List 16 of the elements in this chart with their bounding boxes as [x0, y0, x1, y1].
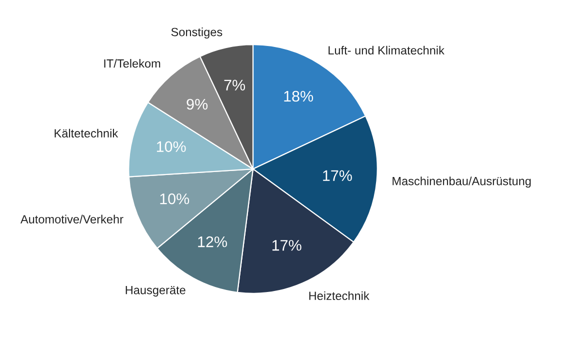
- data-label: 17%: [272, 240, 302, 251]
- data-label: 10%: [160, 193, 190, 204]
- data-label: 17%: [323, 170, 352, 181]
- data-label: 12%: [198, 236, 227, 248]
- slice-label: Automotive/Verkehr: [20, 214, 124, 224]
- slice-label: Kältetechnik: [54, 128, 118, 138]
- data-label: 10%: [156, 141, 186, 152]
- slice-label: Heiztechnik: [309, 291, 370, 300]
- slice-label: Hausgeräte: [126, 286, 186, 297]
- data-label: 18%: [284, 90, 314, 102]
- slice-label: Luft- und Klimatechnik: [328, 46, 444, 55]
- data-label: 9%: [186, 98, 208, 110]
- slice-label: Maschinenbau/Ausrüstung: [392, 176, 531, 188]
- data-label: 7%: [224, 80, 246, 90]
- slice-label: IT/Telekom: [104, 59, 160, 68]
- slice-label: Sonstiges: [171, 28, 222, 39]
